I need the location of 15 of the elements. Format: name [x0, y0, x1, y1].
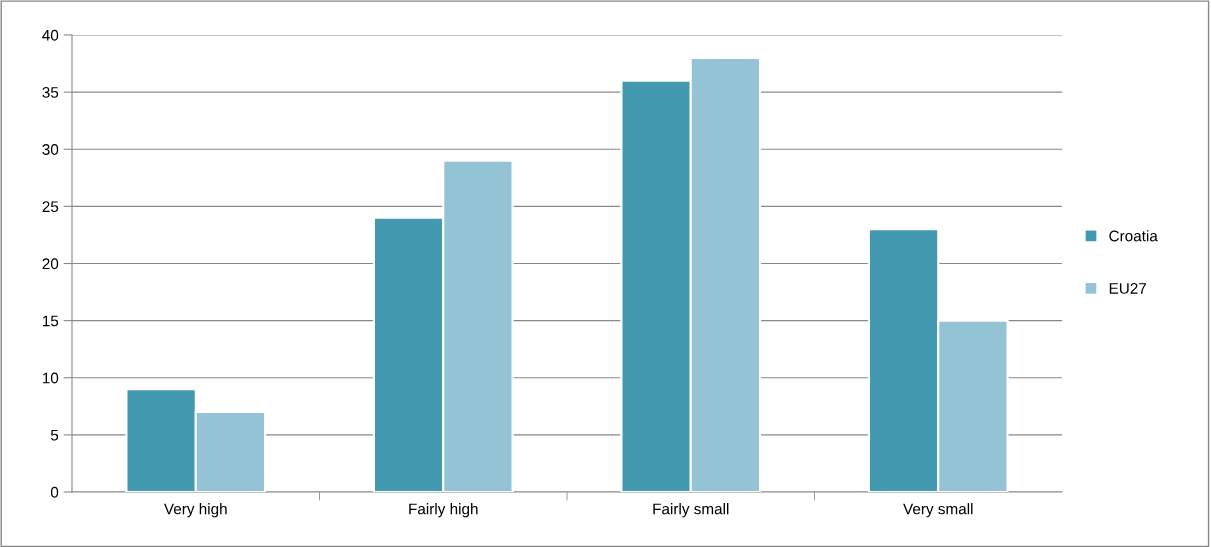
y-tick-label: 30: [42, 144, 59, 155]
y-tick-label: 40: [42, 29, 59, 41]
x-tick-label: Very high: [163, 503, 227, 518]
y-tick-label: 15: [42, 315, 59, 327]
y-tick-label: 20: [42, 258, 59, 270]
y-tick-label: 0: [50, 486, 59, 498]
y-tick-label: 35: [42, 86, 59, 98]
legend-label: Croatia: [1109, 230, 1158, 242]
x-tick-label: Fairly high: [409, 503, 478, 518]
y-tick-label: 25: [42, 201, 59, 213]
y-tick-label: 5: [50, 429, 59, 441]
y-tick-label: 10: [42, 372, 59, 384]
x-tick-label: Very small: [903, 503, 973, 518]
x-tick-label: Fairly small: [653, 503, 729, 518]
legend-label: EU27: [1109, 283, 1147, 294]
